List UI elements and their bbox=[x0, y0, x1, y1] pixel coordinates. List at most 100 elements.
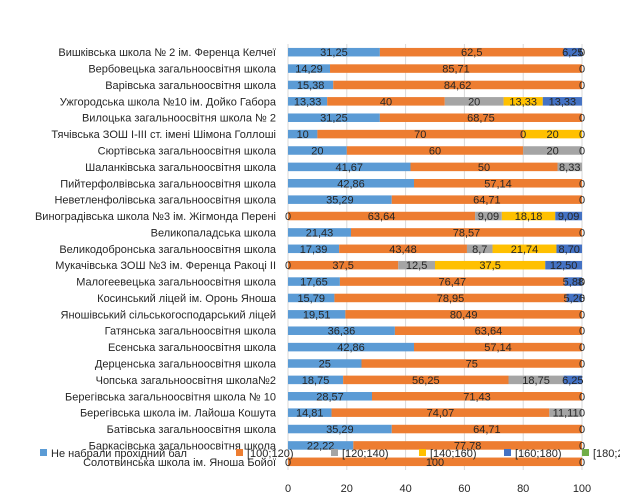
data-label: 6,25 bbox=[562, 375, 583, 387]
data-label: 85,71 bbox=[442, 64, 470, 76]
category-label: Дерценська загальноосвітня школа bbox=[95, 359, 277, 371]
legend-swatch bbox=[582, 449, 589, 456]
bar-segment bbox=[288, 195, 392, 204]
data-label: 57,14 bbox=[484, 178, 512, 190]
data-label: 13,33 bbox=[509, 96, 537, 108]
category-labels: Вишківська школа № 2 ім. Ференца Келчеї В… bbox=[35, 47, 277, 469]
bar-segment bbox=[508, 375, 564, 385]
data-label: 5,26 bbox=[564, 293, 585, 305]
bar-segment bbox=[288, 260, 399, 270]
category-label: Великопаладська школа bbox=[151, 227, 277, 239]
bar-segment bbox=[288, 441, 354, 450]
data-label: 41,67 bbox=[335, 162, 363, 174]
data-label: 28,57 bbox=[316, 391, 344, 403]
data-label: 0 bbox=[579, 309, 585, 321]
data-label: 20 bbox=[468, 96, 480, 108]
data-label: 12,50 bbox=[550, 260, 578, 272]
data-label: 19,51 bbox=[303, 309, 331, 321]
bar-segment bbox=[353, 441, 582, 450]
data-label: 20 bbox=[311, 146, 323, 158]
legend-label: [100;120) bbox=[247, 448, 293, 460]
bar-segment bbox=[288, 64, 331, 73]
x-tick-label: 80 bbox=[517, 483, 529, 495]
bar-segment bbox=[288, 179, 415, 188]
bar-segment bbox=[333, 80, 582, 90]
data-label: 8,33 bbox=[559, 162, 580, 174]
data-label: 80,49 bbox=[450, 309, 478, 321]
x-tick-label: 60 bbox=[458, 483, 470, 495]
category-label: Вилоцька загальноосвітня школа № 2 bbox=[82, 113, 276, 125]
category-label: Сюртівська загальноосвітня школа bbox=[98, 146, 277, 158]
bars bbox=[288, 47, 583, 467]
data-label: 78,57 bbox=[453, 227, 481, 239]
data-label: 12,5 bbox=[406, 260, 427, 272]
data-label: 15,38 bbox=[297, 80, 325, 92]
bar-segment bbox=[556, 244, 583, 254]
category-label: Тячівська ЗОШ I-III ст. імені Шімона Гол… bbox=[51, 129, 276, 141]
category-label: Баркасівська загальноосвітня школа bbox=[89, 440, 277, 452]
data-label: 0 bbox=[579, 359, 585, 371]
bar-segment bbox=[288, 342, 415, 352]
category-label: Гатянська загальноосвітня школа bbox=[105, 326, 277, 338]
bar-segment bbox=[288, 293, 335, 303]
data-label: 60 bbox=[429, 146, 441, 158]
bar-segment bbox=[288, 326, 395, 335]
data-label: 0 bbox=[579, 293, 585, 305]
bar-segment bbox=[414, 179, 582, 188]
legend-label: Не набрали прохідний бал bbox=[51, 448, 187, 460]
data-label: 21,43 bbox=[306, 227, 334, 239]
bar-segment bbox=[334, 293, 567, 303]
data-label: 0 bbox=[285, 260, 291, 272]
bar-segment bbox=[563, 47, 582, 57]
bar-segment bbox=[331, 408, 550, 417]
data-label: 0 bbox=[579, 408, 585, 420]
data-label: 18,75 bbox=[302, 375, 330, 387]
data-label: 0 bbox=[579, 391, 585, 403]
data-label: 0 bbox=[285, 457, 291, 469]
data-label: 14,29 bbox=[295, 64, 323, 76]
legend-label: [120;140) bbox=[342, 448, 388, 460]
bar-segment bbox=[288, 244, 340, 254]
data-label: 0 bbox=[285, 211, 291, 223]
data-label: 0 bbox=[579, 227, 585, 239]
legend-swatch bbox=[331, 449, 338, 456]
data-label: 0 bbox=[579, 146, 585, 158]
data-label: 8,7 bbox=[472, 244, 487, 256]
bar-segment bbox=[288, 80, 334, 90]
data-label: 20 bbox=[546, 129, 558, 141]
bar-segment bbox=[288, 228, 352, 237]
data-label: 22,22 bbox=[307, 440, 335, 452]
bar-segment bbox=[361, 359, 582, 368]
data-label: 37,5 bbox=[332, 260, 353, 272]
category-label: Батівська загальноосвітня школа bbox=[107, 424, 277, 436]
data-label: 42,86 bbox=[337, 178, 365, 190]
category-label: Малогеевецька загальноосвітня школа bbox=[76, 277, 277, 289]
x-tick-label: 40 bbox=[399, 483, 411, 495]
bar-segment bbox=[288, 146, 347, 155]
bar-segment bbox=[492, 244, 557, 254]
data-label: 50 bbox=[478, 162, 490, 174]
data-label: 0 bbox=[579, 457, 585, 469]
category-label: Чопська загальноосвітня школа№2 bbox=[96, 375, 276, 387]
category-label: Берегівська загальноосвітня школа № 10 bbox=[65, 391, 276, 403]
data-label: 63,64 bbox=[368, 211, 396, 223]
category-label: Варівська загальноосвітня школа bbox=[105, 80, 277, 92]
bar-segment bbox=[288, 162, 411, 172]
bar-segment bbox=[288, 113, 380, 122]
bar-segment bbox=[523, 129, 582, 139]
bar-segment bbox=[288, 375, 344, 385]
bar-segment bbox=[523, 146, 582, 155]
bar-segment bbox=[564, 277, 582, 286]
legend-swatch bbox=[236, 449, 243, 456]
legend-swatch bbox=[40, 449, 47, 456]
bar-segment bbox=[288, 310, 346, 319]
data-label: 9,09 bbox=[478, 211, 499, 223]
category-label: Великодобронська загальноосвітня школа bbox=[59, 244, 277, 256]
data-label: 63,64 bbox=[475, 326, 503, 338]
data-label: 8,70 bbox=[559, 244, 580, 256]
data-label: 42,86 bbox=[337, 342, 365, 354]
bar-segment bbox=[288, 408, 332, 417]
bar-segment bbox=[288, 277, 340, 286]
x-tick-labels: 0 20 40 60 80 100 bbox=[285, 483, 591, 495]
